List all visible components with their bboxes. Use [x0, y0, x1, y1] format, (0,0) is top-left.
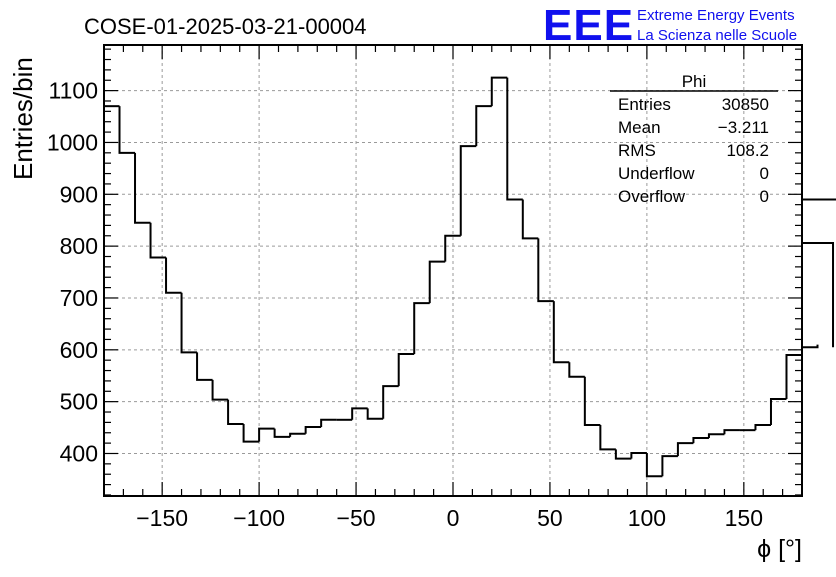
histogram-bin	[707, 433, 725, 438]
histogram-bin	[459, 145, 477, 236]
y-tick-label: 700	[60, 285, 98, 311]
y-tick-label: 800	[60, 233, 98, 259]
histogram-bin	[802, 242, 835, 348]
x-tick-label: −100	[233, 505, 285, 531]
x-tick-label: 100	[628, 505, 666, 531]
stats-title: Phi	[682, 72, 707, 91]
histogram-bin	[630, 451, 647, 459]
project-name: Extreme Energy Events	[637, 7, 795, 24]
project-subtitle: La Scienza nelle Scuole	[637, 27, 797, 44]
histogram-bin	[769, 398, 787, 425]
histogram-bin	[227, 399, 244, 425]
histogram-bin	[211, 379, 229, 401]
histogram-bin	[320, 418, 337, 428]
y-tick-label: 400	[60, 440, 98, 466]
histogram-bin	[475, 105, 492, 147]
histogram-bin	[258, 427, 275, 442]
histogram-bin	[614, 449, 632, 460]
y-tick-label: 600	[60, 337, 98, 363]
chart-title: COSE-01-2025-03-21-00004	[84, 14, 367, 39]
histogram-bin	[802, 344, 819, 349]
histogram-bin	[413, 302, 430, 354]
histogram-series	[104, 76, 836, 478]
histogram-bin	[754, 423, 771, 431]
histogram-bin	[118, 106, 136, 154]
histogram-bin	[149, 222, 167, 259]
histogram-bin	[661, 455, 678, 477]
histogram-bin	[676, 442, 694, 457]
histogram-bin	[351, 407, 368, 420]
histogram-bin	[645, 452, 663, 478]
x-tick-label: −50	[337, 505, 376, 531]
stats-value-entries: 30850	[722, 95, 769, 114]
grid-lines	[104, 45, 802, 496]
eee-logo: EEE	[543, 1, 634, 50]
axis-ticks	[103, 45, 803, 496]
stats-label-overflow: Overflow	[618, 187, 686, 206]
stats-label-entries: Entries	[618, 95, 671, 114]
y-tick-label: 900	[60, 181, 98, 207]
histogram-bin	[506, 77, 523, 201]
stats-value-overflow: 0	[760, 187, 769, 206]
histogram-bin	[196, 352, 213, 381]
histogram-bin	[397, 352, 415, 387]
histogram-bin	[180, 292, 198, 354]
stats-value-rms: 108.2	[726, 141, 769, 160]
histogram-bin	[428, 260, 446, 304]
histogram-bin	[692, 436, 709, 444]
histogram-bin	[134, 152, 151, 224]
histogram-bin	[599, 424, 616, 451]
y-tick-label: 1000	[47, 129, 98, 155]
y-tick-label: 1100	[49, 78, 98, 104]
histogram-bin	[366, 408, 384, 420]
histogram-bin	[444, 234, 461, 262]
stats-label-rms: RMS	[618, 141, 656, 160]
histogram-bin	[289, 432, 306, 437]
histogram-bin	[552, 301, 570, 364]
stats-label-mean: Mean	[618, 118, 661, 137]
histogram-bin	[802, 198, 836, 201]
histogram-bin	[723, 429, 740, 435]
stats-value-mean: −3.211	[718, 118, 769, 137]
histogram-bin	[583, 376, 601, 426]
x-tick-label: 0	[447, 505, 460, 531]
histogram-bin	[382, 385, 399, 419]
stats-box: Phi Entries 30850 Mean −3.211 RMS 108.2 …	[610, 72, 778, 206]
histogram-bin	[568, 362, 585, 378]
histogram-bin	[521, 199, 539, 240]
histogram-bin	[273, 428, 291, 438]
x-axis-label: ϕ [°]	[757, 535, 802, 563]
y-axis-label: Entries/bin	[8, 57, 38, 180]
x-tick-label: −150	[136, 505, 188, 531]
histogram-bin	[165, 257, 182, 294]
histogram-bin	[304, 426, 322, 434]
histogram-bin	[490, 76, 508, 107]
x-tick-label: 50	[537, 505, 563, 531]
stats-value-underflow: 0	[760, 164, 769, 183]
histogram-bin	[242, 423, 260, 443]
y-tick-label: 500	[60, 389, 98, 415]
histogram-bin	[785, 353, 802, 400]
histogram-bin	[537, 238, 554, 303]
x-tick-label: 150	[725, 505, 763, 531]
tick-labels: −150 −100 −50 0 50 100 150 400 500 600 700 800 900 10…	[47, 78, 763, 531]
stats-label-underflow: Underflow	[618, 164, 695, 183]
